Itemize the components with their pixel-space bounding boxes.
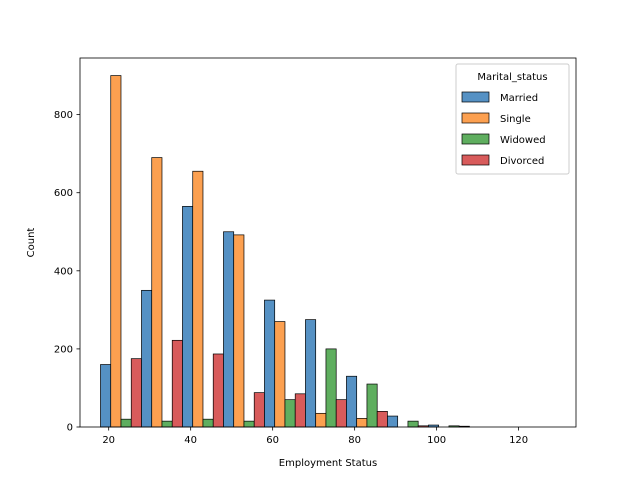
legend-items: Married Single Widowed Divorced: [461, 91, 546, 167]
bar-widowed-2: [202, 418, 214, 428]
x-tick-label: 120: [509, 435, 528, 446]
legend-label-single: Single: [500, 114, 531, 125]
bar-married-2: [182, 206, 194, 428]
bar-single-3: [233, 234, 245, 428]
bar-married-5: [305, 319, 317, 428]
bar-single-4: [274, 321, 286, 428]
bar-married-3: [223, 231, 235, 428]
bar-widowed-3: [243, 420, 255, 428]
legend-label-married: Married: [500, 93, 538, 104]
legend-title: Marital_status: [477, 72, 547, 83]
y-axis-label: Count: [26, 228, 37, 258]
bar-married-4: [264, 299, 276, 428]
bar-divorced-6: [376, 411, 388, 428]
bar-divorced-4: [294, 393, 306, 428]
bar-widowed-5: [325, 348, 337, 428]
y-tick-label: 600: [54, 188, 73, 199]
y-tick-label: 400: [54, 266, 73, 277]
bar-single-2: [192, 170, 204, 428]
x-tick-label: 80: [348, 435, 361, 446]
plot-frame: [79, 57, 577, 428]
legend-label-widowed: Widowed: [500, 135, 546, 146]
legend-box: [455, 63, 570, 175]
y-tick-label: 0: [67, 423, 73, 434]
y-axis: 0 200 400 600 800: [54, 110, 80, 434]
bar-divorced-1: [171, 339, 183, 428]
x-tick-label: 40: [184, 435, 197, 446]
x-tick-label: 100: [427, 435, 446, 446]
bar-widowed-4: [284, 399, 296, 428]
bar-married-0: [100, 364, 112, 428]
y-tick-label: 800: [54, 110, 73, 121]
legend-swatch-widowed: [461, 133, 490, 145]
bar-married-1: [141, 289, 153, 428]
legend-swatch-divorced: [461, 154, 490, 166]
bar-widowed-0: [120, 418, 132, 428]
bar-divorced-2: [212, 353, 224, 428]
bar-married-6: [346, 375, 358, 428]
x-axis: 20 40 60 80 100 120: [102, 427, 528, 446]
bar-divorced-5: [335, 399, 347, 428]
x-axis-label: Employment Status: [279, 458, 377, 469]
bar-married-7: [387, 415, 399, 428]
bar-widowed-1: [161, 420, 173, 428]
legend-label-divorced: Divorced: [500, 156, 544, 167]
bar-single-0: [110, 75, 122, 428]
bar-divorced-0: [130, 358, 142, 428]
legend-swatch-married: [461, 91, 490, 103]
legend-swatch-single: [461, 112, 490, 124]
y-tick-label: 200: [54, 344, 73, 355]
x-tick-label: 20: [102, 435, 115, 446]
bars-layer: [100, 75, 470, 428]
bar-single-6: [356, 418, 368, 428]
bar-single-5: [315, 412, 327, 428]
bar-divorced-3: [253, 392, 265, 428]
bar-widowed-6: [366, 383, 378, 428]
legend: Marital_status Married Single Widowed Divor…: [455, 63, 570, 175]
bar-single-1: [151, 157, 163, 428]
bar-widowed-7: [407, 420, 419, 428]
x-tick-label: 60: [266, 435, 279, 446]
